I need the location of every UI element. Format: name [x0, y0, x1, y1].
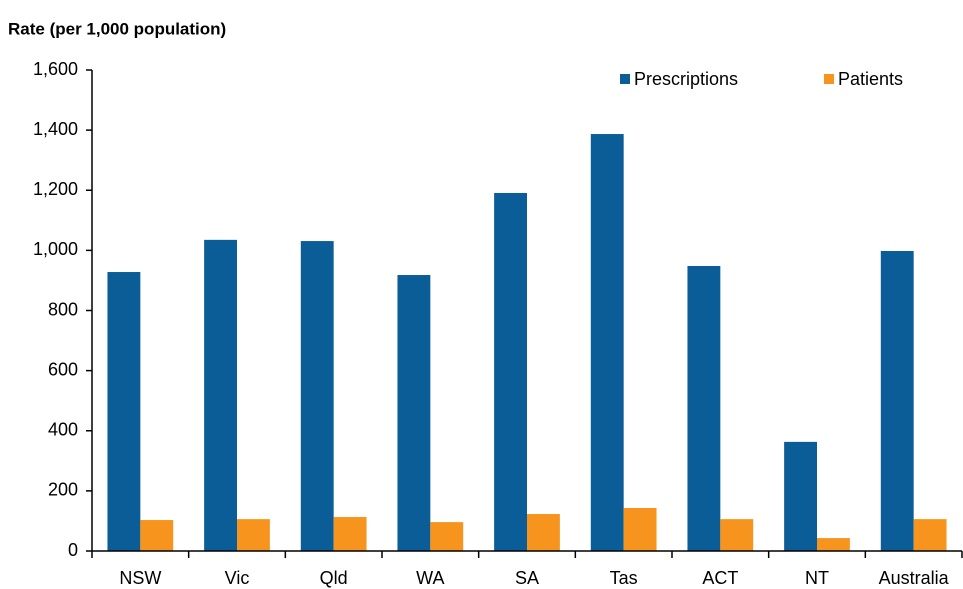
bar [140, 520, 174, 551]
bar [784, 441, 817, 551]
bar [720, 519, 754, 551]
bar [590, 134, 624, 551]
bar [817, 538, 850, 551]
x-tick-label: Qld [320, 568, 348, 588]
bar [107, 272, 141, 551]
bar [527, 514, 560, 551]
bar [237, 519, 270, 551]
bar [397, 275, 431, 551]
x-tick-label: SA [515, 568, 539, 588]
y-tick-label: 1,200 [33, 179, 78, 199]
x-tick-label: WA [416, 568, 444, 588]
y-tick-label: 400 [48, 420, 78, 440]
bar [204, 239, 237, 551]
legend-label: Patients [838, 69, 903, 89]
x-tick-label: Australia [879, 568, 950, 588]
legend-swatch [824, 74, 834, 84]
legend-swatch [620, 74, 630, 84]
x-tick-label: Vic [225, 568, 250, 588]
y-tick-label: 800 [48, 299, 78, 319]
bar [430, 522, 464, 551]
bar [333, 517, 367, 551]
x-tick-label: Tas [610, 568, 638, 588]
legend-label: Prescriptions [634, 69, 738, 89]
bar [913, 519, 947, 551]
bar [687, 266, 721, 551]
y-tick-label: 200 [48, 480, 78, 500]
x-tick-label: NT [805, 568, 829, 588]
x-tick-label: NSW [119, 568, 161, 588]
y-tick-label: 1,400 [33, 119, 78, 139]
y-tick-label: 1,000 [33, 239, 78, 259]
y-tick-label: 600 [48, 359, 78, 379]
bar [494, 192, 527, 551]
y-tick-label: 1,600 [33, 59, 78, 79]
bar [300, 241, 334, 552]
y-tick-label: 0 [68, 540, 78, 560]
bar [623, 508, 657, 551]
x-tick-label: ACT [702, 568, 738, 588]
y-axis-title: Rate (per 1,000 population) [8, 19, 226, 38]
bar [880, 250, 914, 551]
